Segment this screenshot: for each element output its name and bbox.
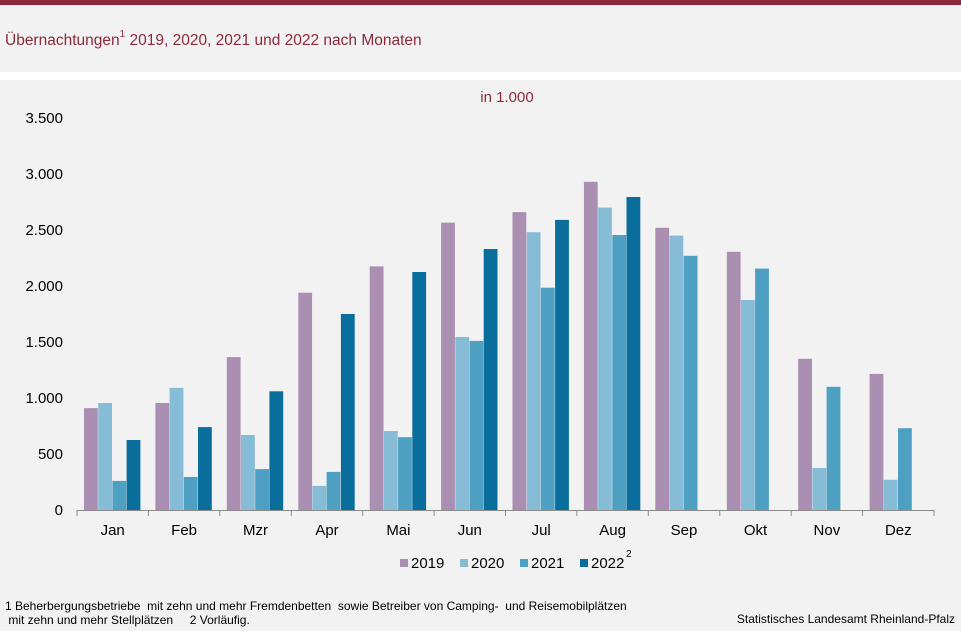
bar-2021-Apr xyxy=(326,471,341,510)
bar-2020-Okt xyxy=(741,300,755,510)
bar-2019-Apr xyxy=(298,292,313,510)
bar-2021-Jun xyxy=(469,340,484,510)
bar-2019-Okt xyxy=(726,251,741,511)
chart-area: in 1.000 0 500 1.000 1.500 2.000 2.500 3.000 3.… xyxy=(0,80,961,631)
y-tick-label: 500 xyxy=(38,446,63,463)
legend-footnote-mark: 2 xyxy=(626,549,632,560)
bar-2021-Dez xyxy=(898,428,912,510)
bar-2019-Mzr xyxy=(226,357,241,510)
y-tick-label: 2.000 xyxy=(25,278,63,295)
bar-2020-Jul xyxy=(526,232,541,510)
bar-2020-Mzr xyxy=(241,435,255,510)
x-tick-label: Dez xyxy=(885,522,912,539)
title-main: Übernachtungen xyxy=(5,32,120,50)
footnote-line-2: mit zehn und mehr Stellplätzen 2 Vorläuf… xyxy=(5,613,250,627)
bar-2019-Mai xyxy=(369,266,384,510)
legend-swatch-2019 xyxy=(400,559,408,567)
bar-2021-Sep xyxy=(683,255,698,510)
footnote: 1 Beherbergungsbetriebe mit zehn und meh… xyxy=(5,599,705,627)
bar-2020-Apr xyxy=(312,485,327,510)
bar-2019-Dez xyxy=(869,373,884,510)
bar-chart: in 1.000 0 500 1.000 1.500 2.000 2.500 3.000 3.… xyxy=(25,89,935,572)
legend-label-2019: 2019 xyxy=(411,555,444,572)
bar-2019-Nov xyxy=(798,358,812,510)
y-tick-label: 3.000 xyxy=(25,166,63,183)
bar-2020-Nov xyxy=(812,468,827,510)
bar-2021-Jul xyxy=(540,287,555,510)
bar-2020-Jan xyxy=(98,403,112,510)
bar-2019-Aug xyxy=(583,181,598,511)
bar-2022-Jan xyxy=(126,440,141,510)
title-bar: Übernachtungen1 2019, 2020, 2021 und 202… xyxy=(0,5,961,72)
x-tick-label: Jul xyxy=(532,522,551,539)
legend-swatch-2021 xyxy=(520,559,528,567)
footnote-line-1: 1 Beherbergungsbetriebe mit zehn und meh… xyxy=(5,599,627,613)
bars xyxy=(84,181,912,511)
bar-2021-Mai xyxy=(398,437,412,510)
x-axis: Jan Feb Mzr Apr Mai Jun Jul Aug Sep Okt Nov Dez xyxy=(76,510,935,539)
title-rest: 2019, 2020, 2021 und 2022 nach Monaten xyxy=(125,32,422,50)
bar-2019-Jun xyxy=(441,222,455,510)
legend-label-2021: 2021 xyxy=(531,555,564,572)
bar-2022-Mai xyxy=(412,272,427,510)
bar-2019-Jul xyxy=(512,212,527,510)
unit-label: in 1.000 xyxy=(480,89,533,106)
bar-2020-Aug xyxy=(598,207,612,510)
legend-swatch-2020 xyxy=(460,559,468,567)
bar-2020-Jun xyxy=(455,337,470,510)
bar-2021-Mzr xyxy=(255,469,269,510)
x-tick-label: Mai xyxy=(386,522,410,539)
bar-2020-Feb xyxy=(169,387,184,510)
y-tick-label: 2.500 xyxy=(25,222,63,239)
x-tick-label: Sep xyxy=(671,522,698,539)
y-tick-label: 0 xyxy=(55,502,63,519)
bar-2022-Mzr xyxy=(269,391,284,510)
bar-2020-Mai xyxy=(383,431,398,510)
title-footnote-mark: 1 xyxy=(119,29,126,40)
bar-2019-Jan xyxy=(84,408,98,510)
bar-2021-Jan xyxy=(112,480,127,510)
bar-2020-Dez xyxy=(883,479,898,510)
bar-2021-Feb xyxy=(183,477,198,510)
bar-2020-Sep xyxy=(669,235,684,510)
bar-2021-Aug xyxy=(612,235,627,510)
bar-2022-Feb xyxy=(198,427,212,510)
legend-label-2020: 2020 xyxy=(471,555,504,572)
bar-2022-Aug xyxy=(626,197,641,510)
bar-2022-Apr xyxy=(340,314,355,510)
chart-title: Übernachtungen1 2019, 2020, 2021 und 202… xyxy=(5,29,422,50)
bar-2022-Jun xyxy=(483,249,498,510)
x-tick-label: Okt xyxy=(744,522,768,539)
bar-2019-Feb xyxy=(155,403,170,510)
source-credit: Statistisches Landesamt Rheinland-Pfalz xyxy=(736,612,955,626)
bar-2019-Sep xyxy=(655,227,670,511)
legend-swatch-2022 xyxy=(580,559,588,567)
legend-label-2022: 2022 xyxy=(591,555,624,572)
x-tick-label: Mzr xyxy=(243,522,268,539)
x-tick-label: Nov xyxy=(814,522,841,539)
y-tick-label: 1.500 xyxy=(25,334,63,351)
bar-2022-Jul xyxy=(555,219,569,510)
y-axis: 0 500 1.000 1.500 2.000 2.500 3.000 3.500 xyxy=(25,110,63,519)
x-tick-label: Feb xyxy=(171,522,197,539)
x-tick-label: Jan xyxy=(101,522,125,539)
separator xyxy=(0,72,961,80)
y-tick-label: 1.000 xyxy=(25,390,63,407)
y-tick-label: 3.500 xyxy=(25,110,63,127)
x-tick-label: Aug xyxy=(599,522,626,539)
top-rule xyxy=(0,0,961,5)
x-tick-label: Jun xyxy=(458,522,482,539)
bar-2021-Okt xyxy=(755,268,769,510)
bar-2021-Nov xyxy=(826,386,841,510)
x-tick-label: Apr xyxy=(315,522,338,539)
